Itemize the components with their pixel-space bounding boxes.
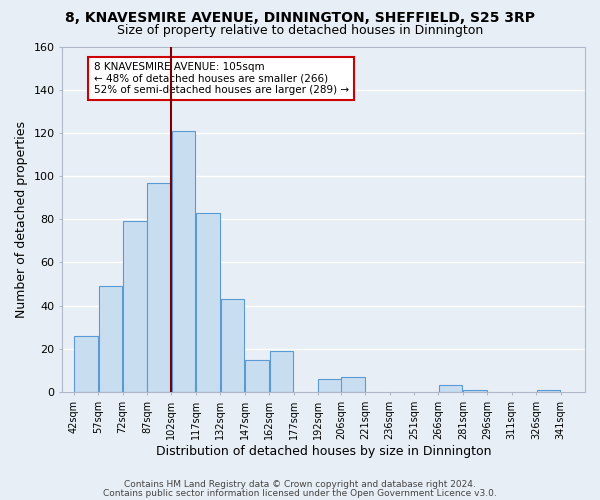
- Bar: [463, 390, 487, 392]
- Bar: [536, 390, 560, 392]
- Bar: [148, 182, 171, 392]
- Bar: [98, 286, 122, 392]
- Bar: [123, 222, 146, 392]
- Y-axis label: Number of detached properties: Number of detached properties: [15, 120, 28, 318]
- Text: Contains HM Land Registry data © Crown copyright and database right 2024.: Contains HM Land Registry data © Crown c…: [124, 480, 476, 489]
- Bar: [319, 379, 342, 392]
- Text: Contains public sector information licensed under the Open Government Licence v3: Contains public sector information licen…: [103, 488, 497, 498]
- Bar: [245, 360, 269, 392]
- Text: Size of property relative to detached houses in Dinnington: Size of property relative to detached ho…: [117, 24, 483, 37]
- Bar: [221, 299, 244, 392]
- Bar: [196, 212, 220, 392]
- Bar: [74, 336, 98, 392]
- Text: 8 KNAVESMIRE AVENUE: 105sqm
← 48% of detached houses are smaller (266)
52% of se: 8 KNAVESMIRE AVENUE: 105sqm ← 48% of det…: [94, 62, 349, 95]
- X-axis label: Distribution of detached houses by size in Dinnington: Distribution of detached houses by size …: [156, 444, 491, 458]
- Bar: [172, 130, 196, 392]
- Bar: [341, 377, 365, 392]
- Bar: [269, 351, 293, 392]
- Text: 8, KNAVESMIRE AVENUE, DINNINGTON, SHEFFIELD, S25 3RP: 8, KNAVESMIRE AVENUE, DINNINGTON, SHEFFI…: [65, 12, 535, 26]
- Bar: [439, 386, 463, 392]
